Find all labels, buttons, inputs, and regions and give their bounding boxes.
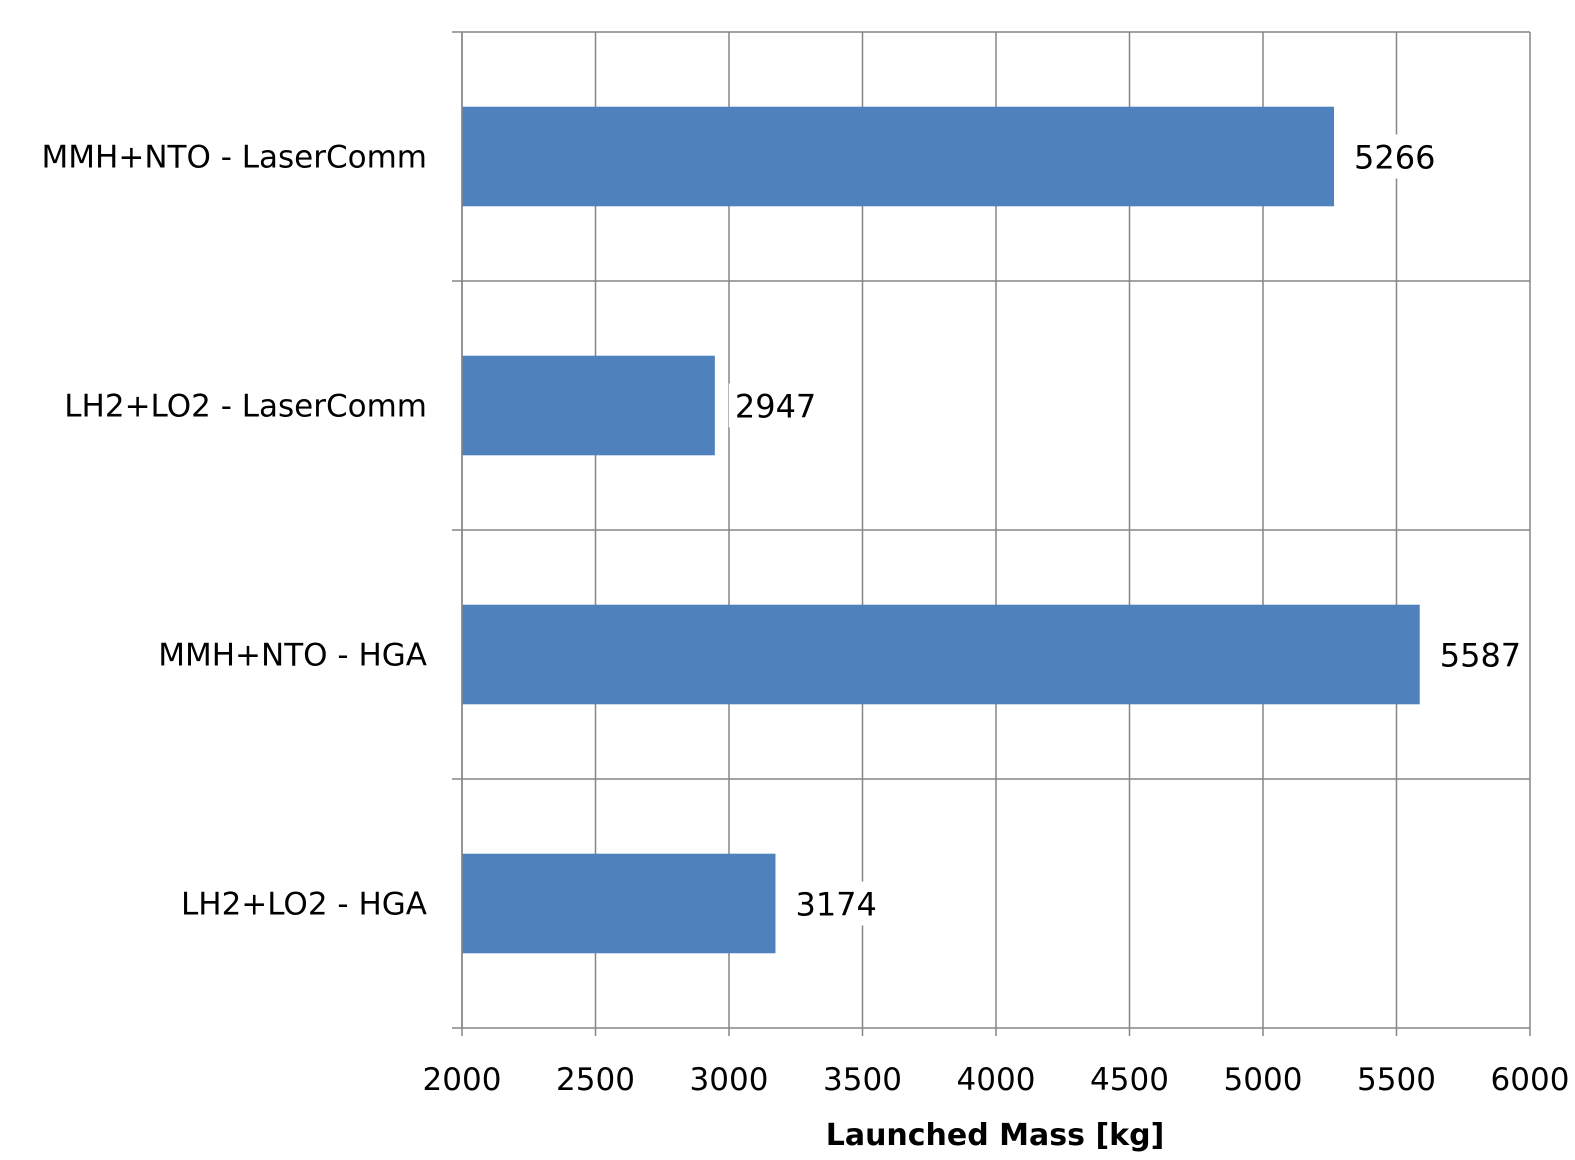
data-label: 3174 <box>795 886 876 924</box>
x-tick-label: 6000 <box>1491 1062 1570 1098</box>
x-tick-label: 3500 <box>823 1062 902 1098</box>
data-label: 5587 <box>1440 637 1521 675</box>
x-tick-label: 4500 <box>1090 1062 1169 1098</box>
data-label-background <box>1348 134 1439 179</box>
bars <box>462 106 1420 954</box>
data-label-background <box>789 881 880 926</box>
x-tick-label: 5000 <box>1224 1062 1303 1098</box>
x-tick-label: 3000 <box>690 1062 769 1098</box>
data-label-background <box>728 383 819 428</box>
category-label: LH2+LO2 - HGA <box>181 887 427 923</box>
bar <box>462 604 1420 705</box>
category-label: LH2+LO2 - LaserComm <box>64 389 427 425</box>
bar <box>462 106 1335 207</box>
category-label: MMH+NTO - LaserComm <box>42 140 427 176</box>
x-tick-label: 5500 <box>1357 1062 1436 1098</box>
bar <box>462 355 715 456</box>
x-tick-label: 2500 <box>556 1062 635 1098</box>
data-label: 5266 <box>1354 139 1435 177</box>
data-label-background <box>1433 632 1524 677</box>
x-tick-label: 4000 <box>957 1062 1036 1098</box>
labels: 2000 2500 3000 3500 4000 4500 5000 5500 6000 MMH+… <box>42 134 1570 1098</box>
category-label: MMH+NTO - HGA <box>158 638 427 674</box>
bar <box>462 853 776 954</box>
x-tick-label: 2000 <box>423 1062 502 1098</box>
x-axis-title: Launched Mass [kg] <box>826 1118 1165 1153</box>
data-label: 2947 <box>735 388 816 426</box>
